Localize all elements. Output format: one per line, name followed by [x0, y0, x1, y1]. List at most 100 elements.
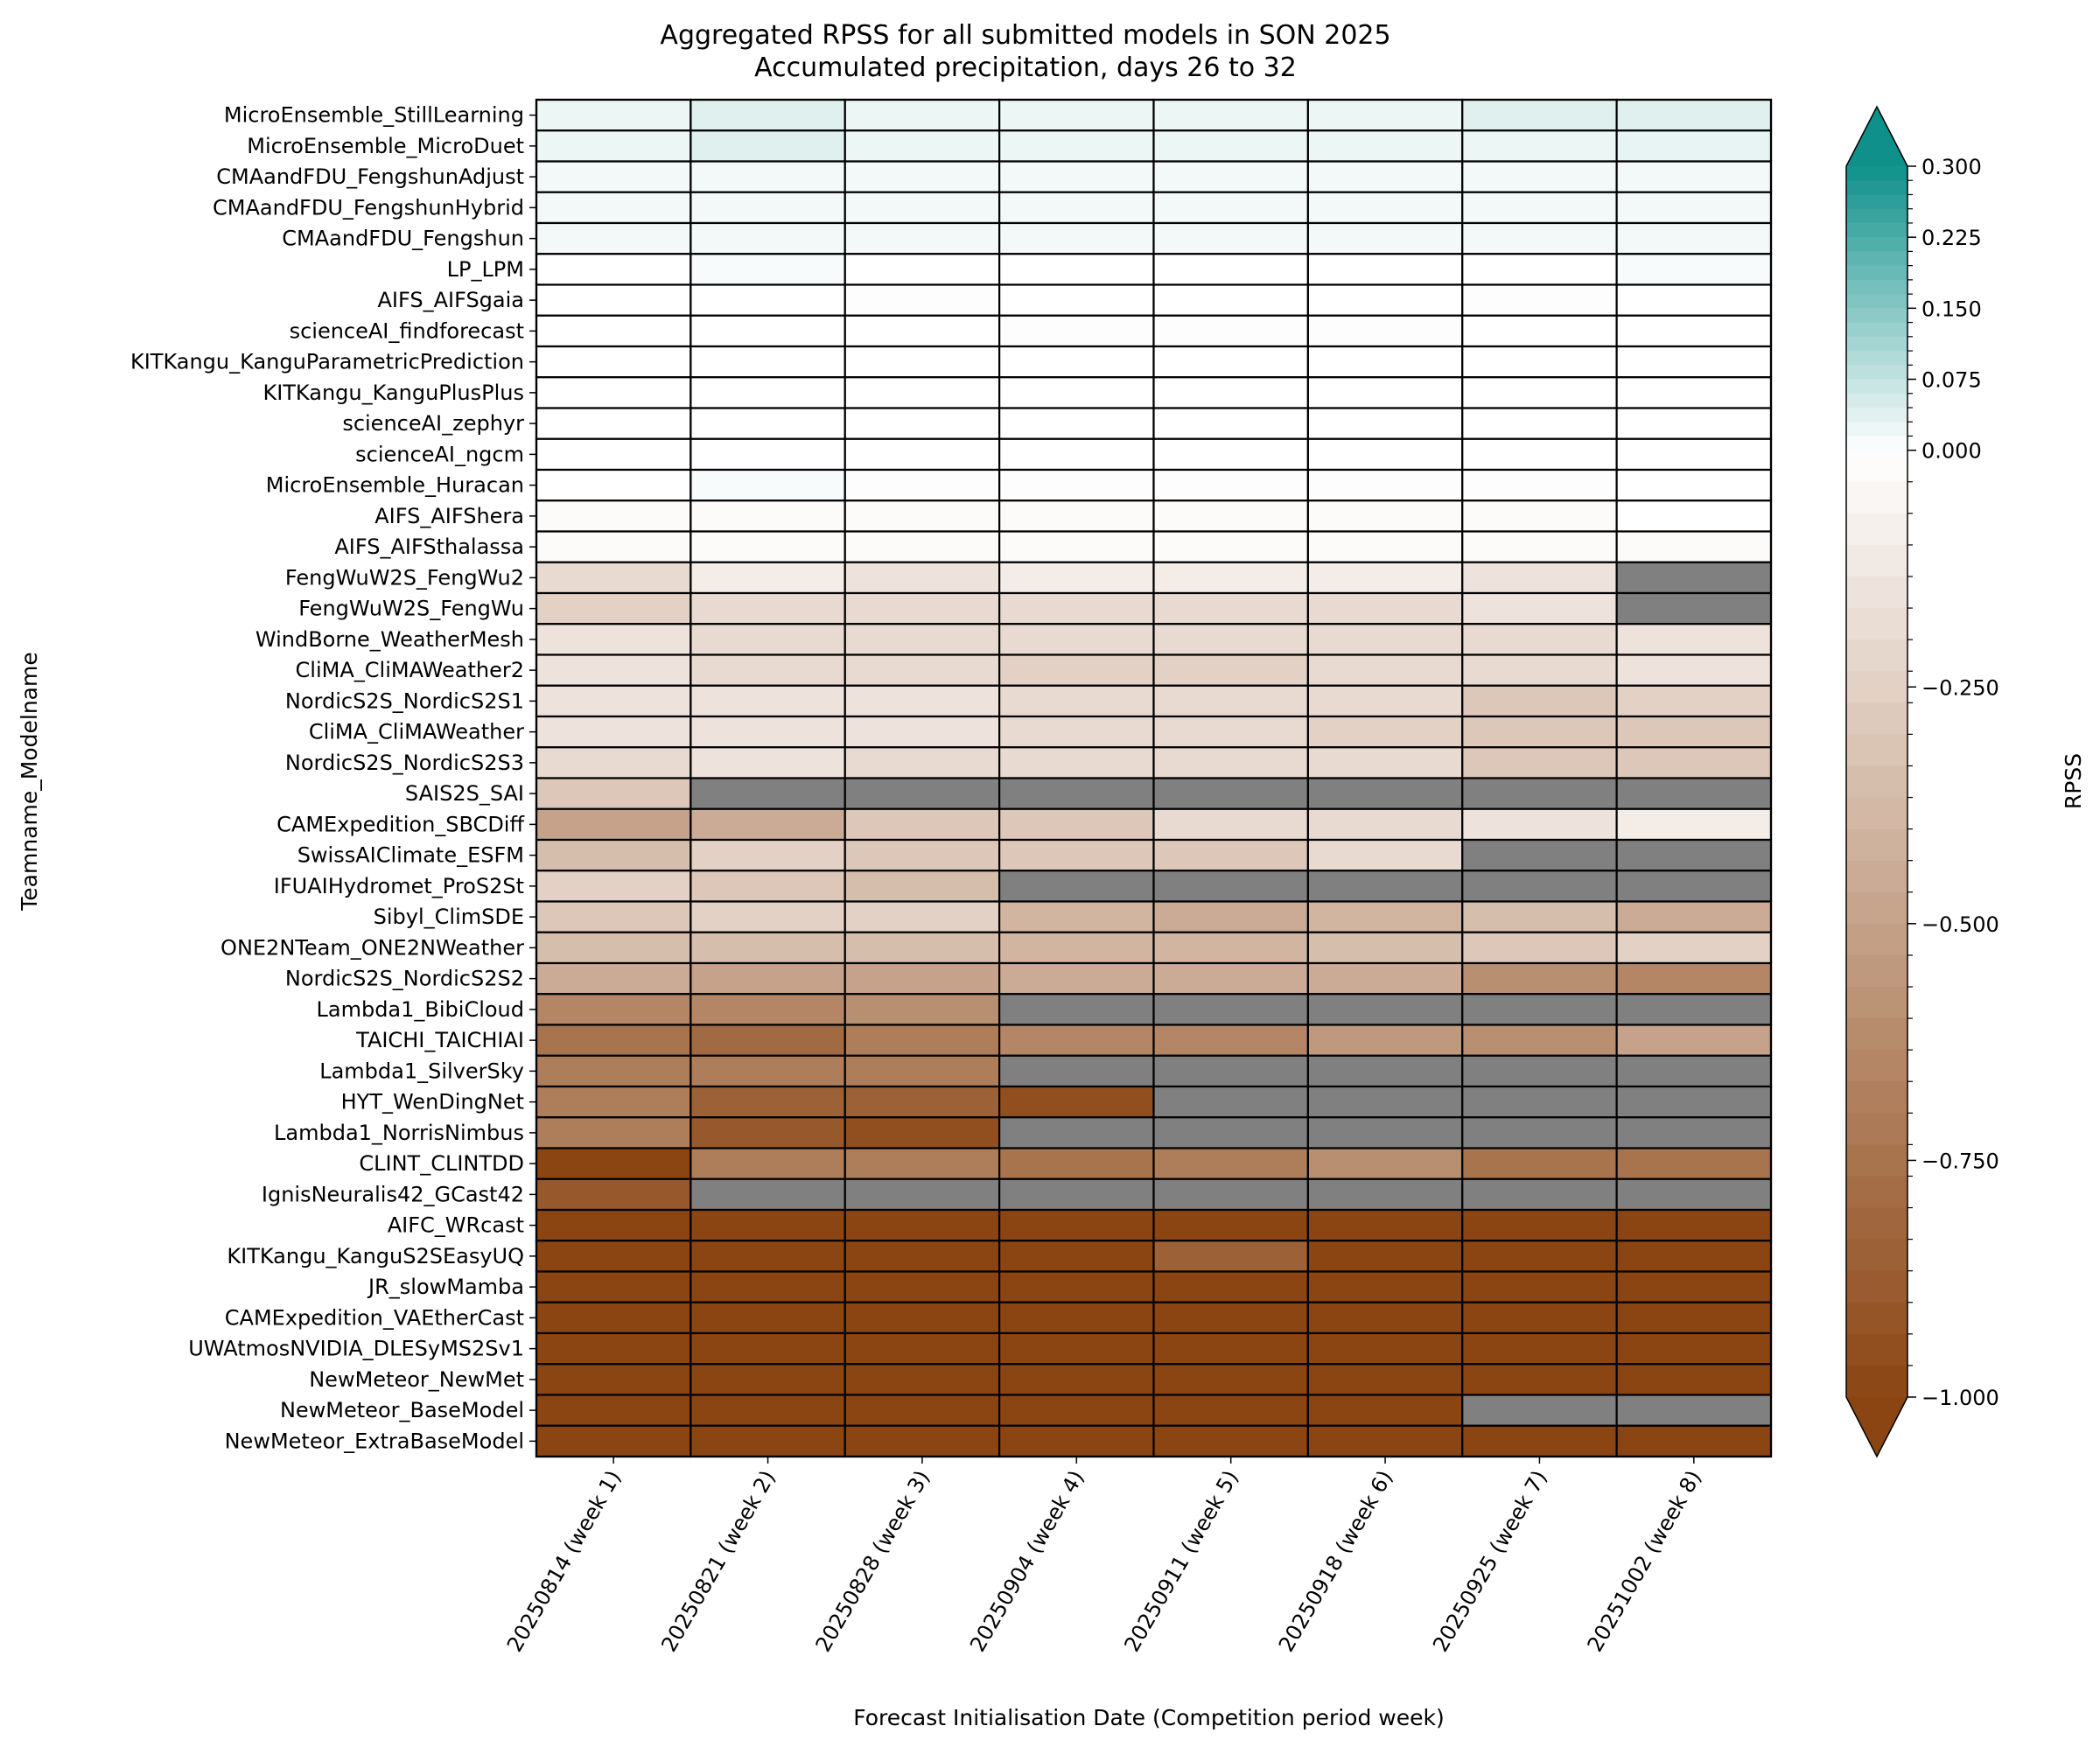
heatmap-cell [535, 253, 692, 286]
colorbar-segment [1846, 923, 1908, 956]
heatmap-cell [1461, 98, 1618, 132]
heatmap-cell [1615, 468, 1773, 502]
heatmap-cell [844, 129, 1001, 163]
y-tick-label: UWAtmosNVIDIA_DLESyMS2Sv1 [188, 1337, 524, 1361]
heatmap-cell [1461, 1208, 1618, 1242]
heatmap-cell [1461, 468, 1618, 502]
colorbar-segment [1846, 379, 1908, 395]
heatmap-cell [1306, 1147, 1464, 1180]
colorbar-segment [1846, 1113, 1908, 1145]
heatmap-cell [1615, 1147, 1773, 1180]
colorbar-tick-label: −0.250 [1922, 675, 1999, 700]
heatmap-cell [1306, 1085, 1464, 1119]
heatmap-cell [1615, 715, 1773, 749]
heatmap-cell [998, 1240, 1155, 1273]
y-tick-label: NewMeteor_BaseModel [280, 1398, 524, 1422]
colorbar-segment [1846, 336, 1908, 352]
heatmap-cell [690, 1394, 846, 1427]
heatmap-cell [535, 437, 692, 472]
heatmap-cell [1152, 500, 1309, 533]
heatmap-cell [1152, 1240, 1309, 1273]
heatmap-cell [535, 1394, 692, 1427]
y-tick-label: CAMExpedition_VAEtherCast [225, 1305, 524, 1330]
colorbar-segment [1846, 1302, 1908, 1335]
heatmap-cell [1152, 900, 1309, 933]
y-tick-label: MicroEnsemble_Huracan [266, 473, 524, 498]
heatmap-cell [1152, 1054, 1309, 1088]
heatmap-cell [690, 1116, 846, 1150]
heatmap-cell [690, 283, 846, 317]
heatmap-cell [844, 653, 1001, 687]
colorbar-segment [1846, 222, 1908, 238]
y-tick-label: MicroEnsemble_StillLearning [224, 103, 524, 128]
heatmap-cell [1461, 407, 1618, 440]
heatmap-cell [535, 961, 692, 996]
y-tick-label: NewMeteor_NewMet [309, 1367, 524, 1392]
heatmap-cell [1152, 807, 1309, 842]
heatmap-cell [1306, 1054, 1464, 1088]
colorbar-segment [1846, 860, 1908, 893]
heatmap-cell [998, 931, 1155, 965]
colorbar-segment [1846, 1207, 1908, 1240]
heatmap-cell [690, 900, 846, 933]
heatmap-cell [1306, 221, 1464, 255]
heatmap-cell [1306, 715, 1464, 749]
heatmap-cell [535, 746, 692, 779]
y-tick-label: Lambda1_NorrisNimbus [274, 1121, 524, 1145]
heatmap-cell [1461, 160, 1618, 193]
colorbar-segment [1846, 1333, 1908, 1366]
x-tick-label: 20250925 (week 7) [1428, 1466, 1551, 1656]
heatmap-cell [844, 561, 1001, 595]
colorbar-segment [1846, 1144, 1908, 1177]
heatmap-cell [690, 1085, 846, 1119]
y-tick-label: CMAandFDU_FengshunHybrid [213, 195, 524, 220]
heatmap-cell [690, 221, 846, 255]
heatmap-cell [1461, 314, 1618, 348]
colorbar-segment [1846, 828, 1908, 862]
heatmap-cell [998, 777, 1155, 810]
y-tick-label: SwissAIClimate_ESFM [298, 843, 524, 868]
heatmap-cell [998, 1024, 1155, 1057]
heatmap-cell [1152, 1301, 1309, 1335]
heatmap-cell [690, 870, 846, 903]
heatmap-cell [1615, 807, 1773, 842]
heatmap-cell [535, 530, 692, 563]
heatmap-cell [690, 500, 846, 533]
heatmap-cell [690, 838, 846, 872]
y-tick-label: Lambda1_BibiCloud [317, 997, 525, 1022]
y-tick-label: FengWuW2S_FengWu2 [285, 565, 524, 590]
heatmap-cell [1306, 1394, 1464, 1427]
heatmap-cell [690, 1424, 846, 1458]
heatmap-cell [1306, 1240, 1464, 1273]
y-tick-label: CMAandFDU_Fengshun [282, 227, 524, 251]
heatmap-cell [844, 746, 1001, 779]
heatmap-cell [844, 993, 1001, 1026]
heatmap-cell [998, 1363, 1155, 1396]
heatmap-cell [1152, 1116, 1309, 1150]
heatmap-cell [844, 1024, 1001, 1057]
colorbar-segment [1846, 166, 1908, 181]
heatmap-cell [1306, 746, 1464, 779]
heatmap-cell [535, 1177, 692, 1212]
y-tick-label: scienceAI_findforecast [290, 318, 524, 343]
heatmap-cell [535, 1240, 692, 1273]
heatmap-cell [844, 961, 1001, 996]
heatmap-cell [690, 1208, 846, 1242]
heatmap-cell [844, 838, 1001, 872]
heatmap-cell [998, 993, 1155, 1026]
heatmap-cell [1461, 900, 1618, 933]
heatmap-cell [844, 253, 1001, 286]
heatmap-cell [1152, 437, 1309, 472]
heatmap-cell [1306, 500, 1464, 533]
heatmap-cell [690, 561, 846, 595]
heatmap-cell [1615, 221, 1773, 255]
heatmap-cell [844, 376, 1001, 409]
colorbar-segment [1846, 1365, 1908, 1398]
heatmap-cell [690, 591, 846, 625]
heatmap-cell [1152, 653, 1309, 687]
colorbar-segment [1846, 407, 1908, 423]
heatmap-cell [1461, 500, 1618, 533]
heatmap-cell [844, 1147, 1001, 1180]
heatmap-cells [535, 98, 1773, 1458]
heatmap-cell [998, 191, 1155, 225]
